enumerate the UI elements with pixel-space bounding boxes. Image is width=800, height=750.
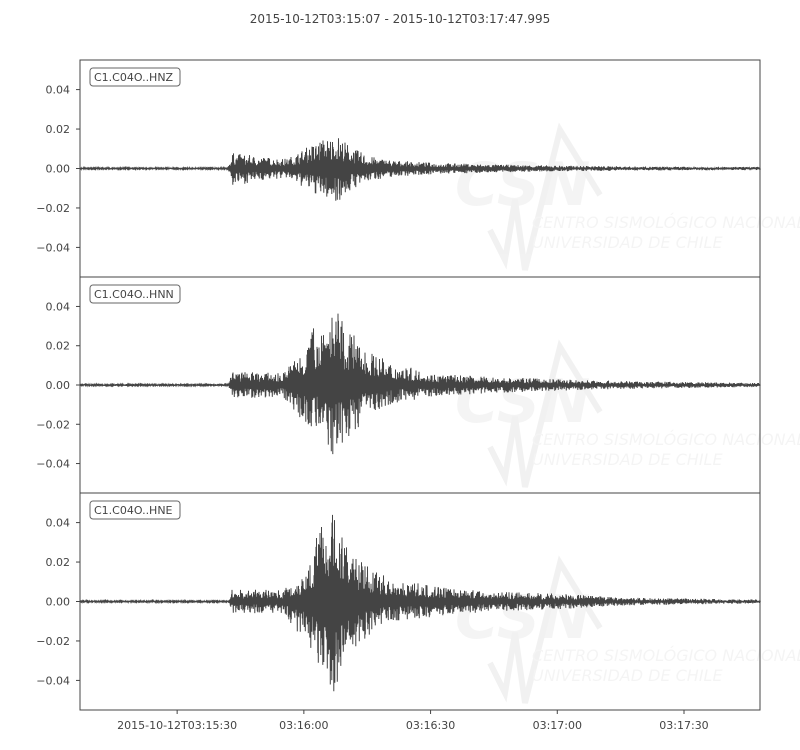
y-tick-label: 0.04 [46, 517, 71, 530]
trace-label-text: C1.C04O..HNN [94, 288, 174, 301]
y-tick-label: 0.02 [46, 340, 71, 353]
waveform-trace [79, 313, 761, 455]
y-tick-label: 0.00 [46, 596, 71, 609]
y-tick-label: 0.04 [46, 300, 71, 313]
svg-text:UNIVERSIDAD DE CHILE: UNIVERSIDAD DE CHILE [532, 666, 723, 685]
svg-text:UNIVERSIDAD DE CHILE: UNIVERSIDAD DE CHILE [532, 233, 723, 252]
y-tick-label: 0.04 [46, 84, 71, 97]
svg-text:CENTRO SISMOLÓGICO NACIONAL: CENTRO SISMOLÓGICO NACIONAL [532, 213, 800, 232]
waveform-trace [79, 514, 761, 692]
y-tick-label: 0.02 [46, 556, 71, 569]
trace-label: C1.C04O..HNZ [89, 67, 181, 87]
x-tick-label: 03:17:00 [533, 719, 582, 732]
trace-label: C1.C04O..HNE [89, 500, 181, 520]
x-tick-label: 03:16:30 [406, 719, 455, 732]
trace-label: C1.C04O..HNN [89, 284, 181, 304]
y-tick-label: 0.02 [46, 123, 71, 136]
y-tick-label: −0.02 [36, 635, 70, 648]
svg-text:UNIVERSIDAD DE CHILE: UNIVERSIDAD DE CHILE [532, 450, 723, 469]
y-tick-label: 0.00 [46, 163, 71, 176]
waveform-trace [79, 138, 761, 201]
x-tick-label: 2015-10-12T03:15:30 [117, 719, 237, 732]
y-tick-label: 0.00 [46, 379, 71, 392]
svg-text:CENTRO SISMOLÓGICO NACIONAL: CENTRO SISMOLÓGICO NACIONAL [532, 646, 800, 665]
x-tick-label: 03:17:30 [659, 719, 708, 732]
x-tick-label: 03:16:00 [279, 719, 328, 732]
y-tick-label: −0.02 [36, 202, 70, 215]
svg-text:CSN: CSN [455, 583, 590, 653]
svg-text:CSN: CSN [455, 150, 590, 220]
svg-text:CSN: CSN [455, 367, 590, 437]
svg-text:CENTRO SISMOLÓGICO NACIONAL: CENTRO SISMOLÓGICO NACIONAL [532, 430, 800, 449]
y-tick-label: −0.04 [36, 674, 70, 687]
chart-title: 2015-10-12T03:15:07 - 2015-10-12T03:17:4… [249, 12, 551, 26]
y-tick-label: −0.04 [36, 241, 70, 254]
y-tick-label: −0.02 [36, 418, 70, 431]
y-tick-label: −0.04 [36, 458, 70, 471]
trace-label-text: C1.C04O..HNZ [94, 71, 174, 84]
trace-label-text: C1.C04O..HNE [94, 504, 173, 517]
